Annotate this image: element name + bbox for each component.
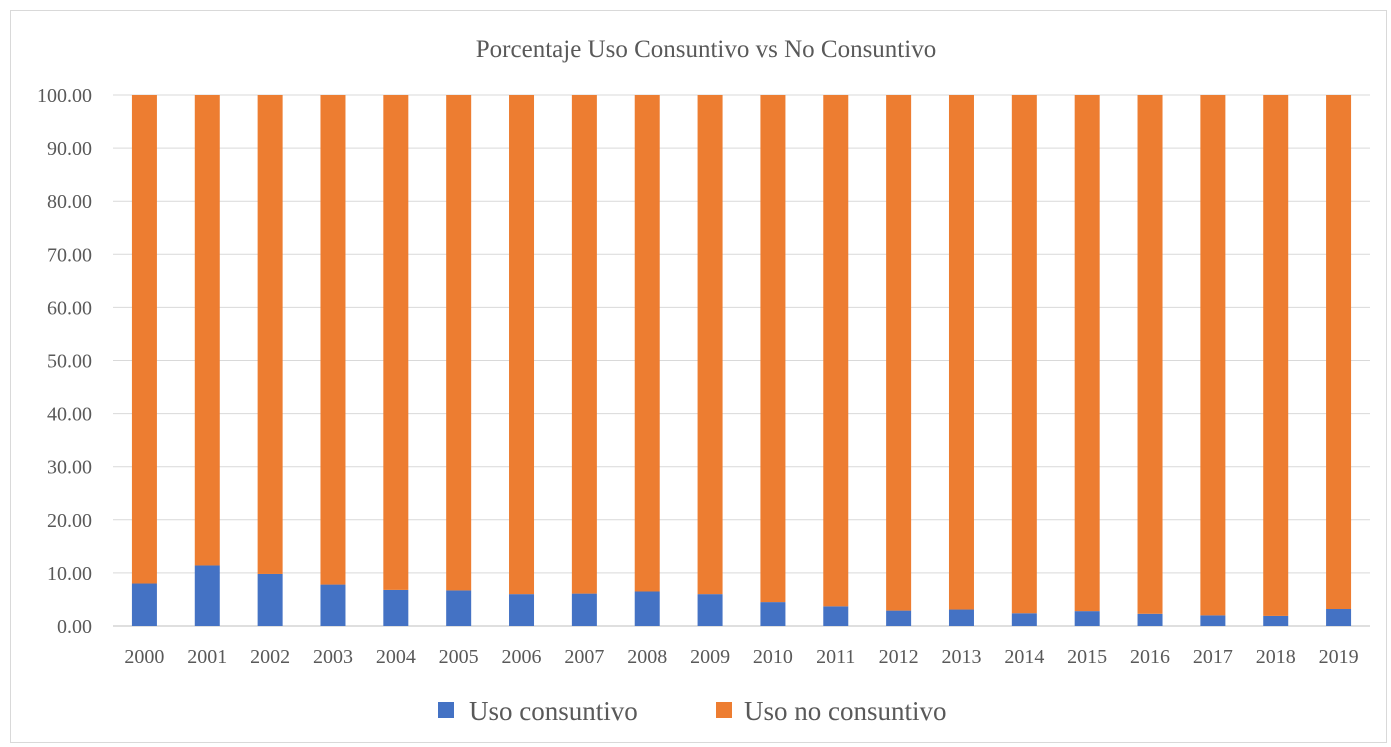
x-tick-label: 2017 xyxy=(1193,646,1233,668)
bar-segment-uso-no-consuntivo xyxy=(320,95,346,585)
x-tick-label: 2007 xyxy=(564,646,604,668)
gridlines xyxy=(113,94,1370,627)
bar-segment-uso-consuntivo xyxy=(634,591,660,626)
bar-segment-uso-no-consuntivo xyxy=(1011,95,1037,614)
bar-segment-uso-consuntivo xyxy=(1263,615,1289,626)
bar-segment-uso-no-consuntivo xyxy=(509,95,535,595)
y-tick-label: 50.00 xyxy=(47,351,92,373)
bar-segment-uso-consuntivo xyxy=(257,573,283,626)
bar-segment-uso-no-consuntivo xyxy=(131,95,157,584)
y-tick-label: 100.00 xyxy=(37,85,92,107)
bar-segment-uso-no-consuntivo xyxy=(571,95,597,594)
bar-segment-uso-consuntivo xyxy=(509,594,535,626)
bar-segment-uso-no-consuntivo xyxy=(760,95,786,603)
bar-segment-uso-no-consuntivo xyxy=(1200,95,1226,616)
legend-label: Uso no consuntivo xyxy=(744,696,947,726)
bar-segment-uso-consuntivo xyxy=(320,584,346,626)
bar-segment-uso-consuntivo xyxy=(1074,611,1100,626)
bar-segment-uso-consuntivo xyxy=(194,565,220,626)
bar-segment-uso-consuntivo xyxy=(948,609,974,626)
bar-segment-uso-consuntivo xyxy=(383,589,409,626)
legend-swatch xyxy=(716,702,732,718)
x-tick-label: 2008 xyxy=(627,646,667,668)
y-tick-label: 30.00 xyxy=(47,457,92,479)
bar-segment-uso-consuntivo xyxy=(1200,615,1226,626)
x-tick-label: 2001 xyxy=(187,646,227,668)
bar-segment-uso-consuntivo xyxy=(697,594,723,626)
x-tick-label: 2006 xyxy=(502,646,542,668)
bar-segment-uso-no-consuntivo xyxy=(1326,95,1352,610)
bar-segment-uso-consuntivo xyxy=(446,590,472,626)
bar-segment-uso-no-consuntivo xyxy=(1137,95,1163,614)
bar-segment-uso-consuntivo xyxy=(1011,613,1037,626)
x-tick-label: 2011 xyxy=(816,646,855,668)
y-tick-label: 10.00 xyxy=(47,563,92,585)
bar-segment-uso-consuntivo xyxy=(131,583,157,626)
x-tick-label: 2018 xyxy=(1256,646,1296,668)
x-tick-label: 2005 xyxy=(439,646,479,668)
x-tick-label: 2013 xyxy=(941,646,981,668)
y-tick-label: 60.00 xyxy=(47,297,92,319)
bar-segment-uso-consuntivo xyxy=(571,593,597,626)
bar-segment-uso-no-consuntivo xyxy=(1263,95,1289,616)
x-tick-label: 2012 xyxy=(879,646,919,668)
x-axis-tick-labels: 2000 2001 2002 2003 2004 2005 2006 2007 2008 2009… xyxy=(124,646,1358,668)
bar-segment-uso-consuntivo xyxy=(1137,613,1163,626)
y-tick-label: 0.00 xyxy=(57,616,92,638)
bar-segment-uso-no-consuntivo xyxy=(446,95,472,591)
y-tick-label: 90.00 xyxy=(47,138,92,160)
bar-segment-uso-no-consuntivo xyxy=(697,95,723,595)
x-tick-label: 2019 xyxy=(1319,646,1359,668)
bar-segment-uso-consuntivo xyxy=(760,602,786,626)
bar-segment-uso-no-consuntivo xyxy=(383,95,409,590)
legend-swatch xyxy=(438,702,454,718)
bar-segment-uso-no-consuntivo xyxy=(886,95,912,611)
bar-segment-uso-no-consuntivo xyxy=(948,95,974,610)
x-tick-label: 2004 xyxy=(376,646,416,668)
bar-segment-uso-no-consuntivo xyxy=(194,95,220,566)
x-tick-label: 2002 xyxy=(250,646,290,668)
y-tick-label: 80.00 xyxy=(47,191,92,213)
x-tick-label: 2000 xyxy=(124,646,164,668)
bars xyxy=(131,95,1352,626)
bar-segment-uso-no-consuntivo xyxy=(257,95,283,574)
bar-segment-uso-consuntivo xyxy=(823,606,849,626)
chart-title: Porcentaje Uso Consuntivo vs No Consunti… xyxy=(476,36,936,63)
legend-label: Uso consuntivo xyxy=(469,696,638,726)
x-tick-label: 2009 xyxy=(690,646,730,668)
y-tick-label: 40.00 xyxy=(47,404,92,426)
x-tick-label: 2016 xyxy=(1130,646,1170,668)
bar-segment-uso-no-consuntivo xyxy=(823,95,849,607)
legend: Uso consuntivo Uso no consuntivo xyxy=(438,696,947,726)
x-tick-label: 2014 xyxy=(1004,646,1044,668)
y-axis-tick-labels: 0.00 10.00 20.00 30.00 40.00 50.00 60.00 70.00 8… xyxy=(37,85,92,638)
bar-segment-uso-consuntivo xyxy=(886,610,912,626)
x-tick-label: 2003 xyxy=(313,646,353,668)
bar-segment-uso-no-consuntivo xyxy=(1074,95,1100,612)
x-tick-label: 2015 xyxy=(1067,646,1107,668)
bar-segment-uso-consuntivo xyxy=(1326,609,1352,626)
y-tick-label: 20.00 xyxy=(47,510,92,532)
x-tick-label: 2010 xyxy=(753,646,793,668)
bar-segment-uso-no-consuntivo xyxy=(634,95,660,592)
y-tick-label: 70.00 xyxy=(47,244,92,266)
